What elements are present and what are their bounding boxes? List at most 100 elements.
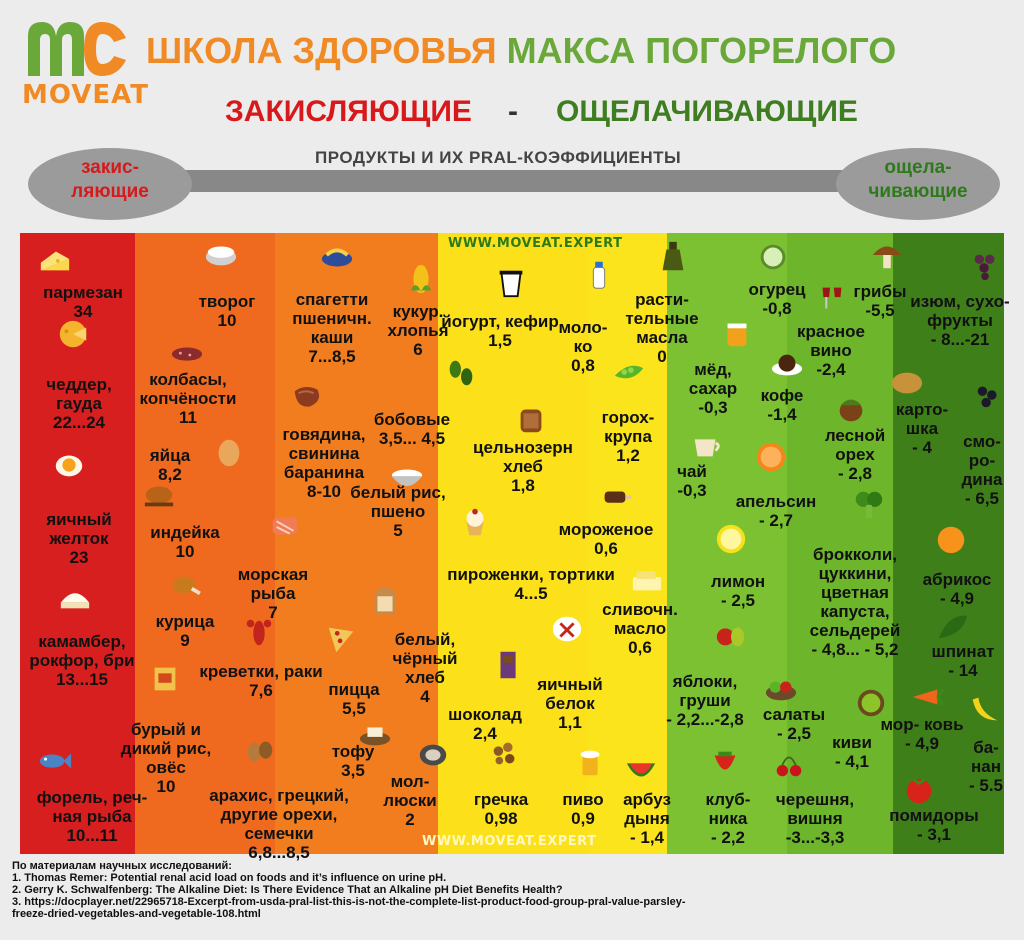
food-name: индейка <box>150 523 220 542</box>
pral-value: - 8...-21 <box>930 330 990 349</box>
pral-value: -0,8 <box>762 299 792 318</box>
food-label-sausage: колбасы, копчёности 11 <box>118 370 258 427</box>
food-name: белый, чёрный хлеб <box>392 630 458 687</box>
food-label-apples: яблоки, груши - 2,2...-2,8 <box>646 672 764 729</box>
hazelnut-icon <box>832 392 870 426</box>
food-name: черешня, вишня <box>775 790 855 828</box>
heading-dash: - <box>508 95 518 128</box>
food-name: огурец <box>748 280 806 299</box>
coffee-icon <box>768 348 806 382</box>
food-label-lemon: лимон - 2,5 <box>700 572 776 610</box>
pral-value: - 5.5 <box>968 776 1004 795</box>
food-label-strawberry: клуб- ника - 2,2 <box>690 790 766 847</box>
food-label-carrot: мор- ковь - 4,9 <box>880 715 964 753</box>
salad-icon <box>762 672 800 706</box>
scale-bar <box>80 170 960 192</box>
pral-value: 0,8 <box>571 356 595 375</box>
mushroom-icon <box>868 238 906 272</box>
spinach-icon <box>934 610 972 644</box>
title-orange: ШКОЛА ЗДОРОВЬЯ <box>146 30 497 71</box>
pral-value: 4 <box>420 687 430 706</box>
food-name: креветки, раки <box>199 662 323 681</box>
egg-yolk-icon <box>50 448 88 482</box>
food-name: кукур. хлопья <box>387 302 449 340</box>
food-name: чеддер, гауда <box>46 375 112 413</box>
apricot-icon <box>932 522 970 556</box>
food-name: кофе <box>760 386 804 405</box>
pral-value: 1,5 <box>488 331 512 350</box>
pral-value: -0,3 <box>698 398 728 417</box>
pral-value: 6,8...8,5 <box>248 843 310 862</box>
food-label-salads: салаты - 2,5 <box>752 705 836 743</box>
pral-value: 5 <box>393 521 403 540</box>
food-name: яблоки, груши <box>672 672 738 710</box>
pizza-icon <box>322 622 360 656</box>
food-label-watermelon: арбуз дыня - 1,4 <box>612 790 682 847</box>
acidifying-heading: ЗАКИСЛЯЮЩИЕ <box>225 95 472 128</box>
honey-icon <box>718 316 756 350</box>
pral-value: -3...-3,3 <box>785 828 845 847</box>
food-label-turkey: индейка 10 <box>140 523 230 561</box>
fish-icon <box>36 745 74 779</box>
loaf-icon <box>512 402 550 436</box>
food-name: грибы <box>853 282 907 301</box>
tomato-icon <box>900 772 938 806</box>
pral-value: - 3,1 <box>916 825 952 844</box>
wine-icon <box>812 282 850 316</box>
food-name: белый рис, пшено <box>350 483 446 521</box>
food-label-beans: бобовые 3,5... 4,5 <box>360 410 464 448</box>
beer-icon <box>572 745 610 779</box>
food-name: пармезан <box>43 283 123 302</box>
crayfish-icon <box>240 616 278 650</box>
food-label-cherry: черешня, вишня -3...-3,3 <box>760 790 870 847</box>
scale-left-label: закис- ляющие <box>28 156 192 204</box>
pral-value: - 6,5 <box>964 489 1000 508</box>
food-label-nuts: арахис, грецкий, другие орехи, семечки 6,… <box>184 786 374 862</box>
pral-value: - 2,8 <box>837 464 873 483</box>
food-label-parmesan: пармезан 34 <box>28 283 138 321</box>
scale-right-oval <box>836 148 1000 220</box>
food-label-wine: красное вино -2,4 <box>790 322 872 379</box>
food-name: арбуз дыня <box>623 790 671 828</box>
food-name: мол- люски <box>383 772 437 810</box>
references-intro: По материалам научных исследований: <box>12 860 232 872</box>
food-label-tvorog: творог 10 <box>172 292 282 330</box>
salmon-icon <box>266 510 304 544</box>
food-label-apricot: абрикос - 4,9 <box>902 570 1012 608</box>
currant-icon <box>970 378 1008 412</box>
pral-value: - 2,7 <box>758 511 794 530</box>
food-label-oil: расти- тельные масла 0 <box>612 290 712 366</box>
pral-value: - 2,2...-2,8 <box>666 710 744 729</box>
pral-value: -5,5 <box>865 301 895 320</box>
bread-slice-icon <box>366 584 404 618</box>
pral-value: 11 <box>179 408 197 427</box>
band-alkaline-2 <box>787 233 893 854</box>
pral-value: 2 <box>405 810 415 829</box>
orange-icon <box>752 440 790 474</box>
scale-right-line2: чивающие <box>868 181 968 202</box>
food-name: пироженки, тортики <box>447 565 615 584</box>
pral-value: 2,4 <box>473 724 497 743</box>
food-name: творог <box>198 292 256 311</box>
food-name: йогурт, кефир <box>441 312 559 331</box>
food-label-pasta: спагетти пшеничн. каши 7...8,5 <box>272 290 392 366</box>
food-label-corn: кукур. хлопья 6 <box>368 302 468 359</box>
pral-value: 7,6 <box>249 681 273 700</box>
references: По материалам научных исследований: 1. T… <box>12 860 1012 920</box>
pral-value: -0,3 <box>677 481 707 500</box>
reference-1: 1. Thomas Remer: Potential renal acid lo… <box>12 872 447 884</box>
food-label-butter: сливочн. масло 0,6 <box>590 600 690 657</box>
food-name: лимон <box>710 572 766 591</box>
corn-icon <box>402 262 440 296</box>
food-name: гречка <box>473 790 529 809</box>
oat-box-icon <box>146 662 184 696</box>
food-name: лесной орех <box>824 426 886 464</box>
pral-value: 23 <box>69 548 89 567</box>
page-title: ШКОЛА ЗДОРОВЬЯ МАКСА ПОГОРЕЛОГО <box>146 30 896 72</box>
peas-icon <box>610 355 648 389</box>
food-label-currant: смо- ро- дина - 6,5 <box>952 432 1012 508</box>
pral-value: 5,5 <box>342 699 366 718</box>
pral-value: 34 <box>73 302 93 321</box>
food-label-tea: чай -0,3 <box>664 462 720 500</box>
cheese-icon <box>36 242 74 276</box>
